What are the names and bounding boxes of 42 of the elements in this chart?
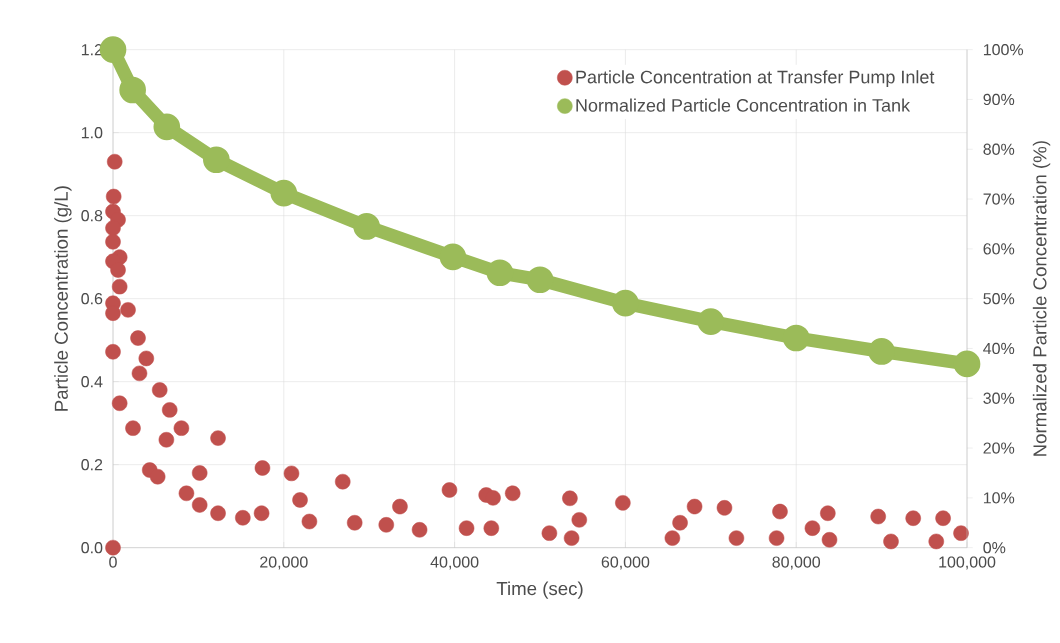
point	[119, 76, 146, 104]
y-tick-label: 0.6	[81, 293, 103, 305]
y2-tick-label: 90%	[983, 93, 1015, 106]
y-tick-label: 1.0	[81, 127, 103, 139]
y2-tick-label: 80%	[983, 143, 1015, 155]
point	[439, 243, 467, 271]
point	[203, 146, 230, 174]
y2-tick-label: 10%	[983, 492, 1015, 504]
y-tick-label: 0.2	[81, 459, 103, 471]
y-tick-label: 0.4	[81, 376, 103, 388]
x-tick-label: 40,000	[430, 556, 479, 570]
point	[270, 179, 298, 207]
point	[953, 350, 981, 378]
y2-tick-label: 40%	[983, 342, 1015, 355]
x-tick-label: 0	[109, 556, 117, 568]
y2-tick-label: 50%	[983, 293, 1015, 305]
x-tick-label: 60,000	[601, 556, 650, 570]
x-tick-label: 20,000	[260, 556, 308, 570]
y-tick-label: 0.0	[81, 542, 103, 554]
y2-tick-label: 30%	[983, 392, 1015, 404]
legend-label: Particle Concentration at Transfer Pump Inlet	[576, 70, 935, 87]
x-axis-title: Time (sec)	[496, 581, 583, 599]
point	[782, 324, 810, 352]
point	[99, 36, 127, 63]
point	[353, 213, 380, 240]
point	[697, 308, 725, 335]
y2-tick-label: 0%	[983, 542, 1006, 554]
y2-axis-title: Normalized Particle Concentration (%)	[1032, 141, 1051, 456]
y2-tick-label: 70%	[983, 193, 1015, 205]
point	[868, 338, 895, 365]
point	[612, 289, 639, 317]
y2-tick-label: 20%	[983, 442, 1015, 454]
y-axis-title: Particle Concentration (g/L)	[54, 186, 72, 411]
point	[526, 266, 554, 294]
point	[486, 259, 514, 287]
y2-tick-label: 100%	[983, 44, 1024, 56]
x-tick-label: 80,000	[772, 556, 821, 570]
y2-tick-label: 60%	[983, 243, 1015, 255]
x-tick-label: 100,000	[939, 556, 996, 570]
point	[153, 113, 181, 141]
y-tick-label: 0.8	[81, 210, 103, 222]
legend-label: Normalized Particle Concentration in Tank	[576, 98, 911, 112]
